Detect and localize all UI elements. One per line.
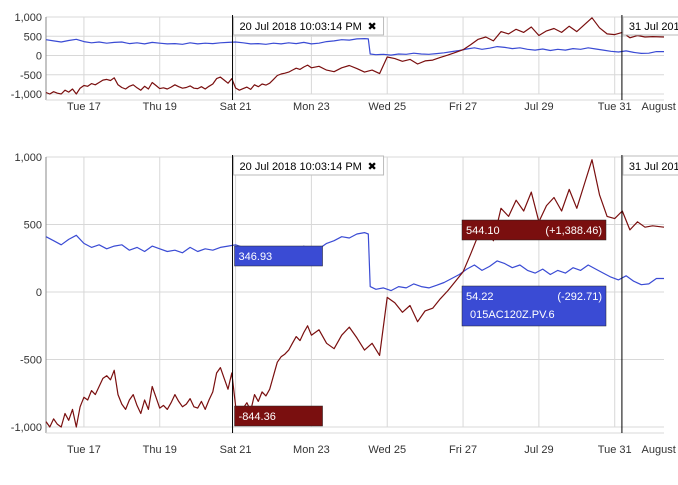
- cursor-timestamp-label: 31 Jul 2018 04:32:25 AM: [629, 21, 678, 33]
- readout-delta: (-292.71): [557, 291, 602, 303]
- x-tick-label: August: [642, 101, 676, 113]
- y-tick-label: 500: [24, 220, 42, 232]
- y-tick-label: 0: [36, 51, 42, 63]
- detail-y-axis: 1,000 500 0 -500 -1,000: [11, 152, 42, 434]
- overview-series: [45, 17, 665, 95]
- detail-series: [45, 159, 665, 428]
- y-tick-label: 0: [36, 287, 42, 299]
- x-tick-label: Wed 25: [368, 444, 406, 456]
- x-tick-label: August: [642, 444, 676, 456]
- x-tick-label: Sat 21: [220, 444, 252, 456]
- readout-box-blue: [234, 245, 323, 267]
- close-icon[interactable]: ✖: [368, 161, 377, 173]
- cursor-timestamp-box: [233, 155, 385, 176]
- cursor-timestamp-label: 20 Jul 2018 10:03:14 PM: [240, 161, 362, 173]
- detail-chart[interactable]: 1,000 500 0 -500 -1,000 Tue 17 Thu 19 Sat 21 Mo…: [11, 152, 678, 456]
- detail-cursors[interactable]: 20 Jul 2018 10:03:14 PM ✖ 31 Jul 2018 04:3…: [232, 155, 678, 433]
- cursor-timestamp-label: 31 Jul 2018 04:32:25 AM: [629, 161, 678, 173]
- readout-box-blue: [461, 285, 607, 327]
- overview-gridlines: [45, 16, 664, 101]
- readout-value: 544.10: [466, 225, 500, 237]
- series-line-red: [45, 17, 665, 95]
- x-tick-label: Tue 17: [67, 101, 101, 113]
- y-tick-label: 1,000: [14, 152, 42, 164]
- x-tick-label: Tue 17: [67, 444, 101, 456]
- detail-x-axis: Tue 17 Thu 19 Sat 21 Mon 23 Wed 25 Fri 27 Jul …: [67, 444, 676, 456]
- readout-value: 346.93: [239, 251, 273, 263]
- y-tick-label: -1,000: [11, 89, 42, 101]
- x-tick-label: Tue 31: [598, 444, 632, 456]
- y-tick-label: 1,000: [14, 12, 42, 24]
- x-tick-label: Thu 19: [143, 444, 177, 456]
- cursor-timestamp-label: 20 Jul 2018 10:03:14 PM: [240, 21, 362, 33]
- readout-box-red: [461, 219, 607, 241]
- y-tick-label: -500: [20, 70, 42, 82]
- x-tick-label: Sat 21: [220, 101, 252, 113]
- overview-x-axis: Tue 17 Thu 19 Sat 21 Mon 23 Wed 25 Fri 27 Jul …: [67, 101, 676, 113]
- x-tick-label: Thu 19: [143, 101, 177, 113]
- readout-box-red: [234, 405, 323, 427]
- close-icon[interactable]: ✖: [368, 21, 377, 33]
- x-tick-label: Mon 23: [293, 101, 330, 113]
- y-tick-label: 500: [24, 31, 42, 43]
- x-tick-label: Mon 23: [293, 444, 330, 456]
- x-tick-label: Jul 29: [524, 101, 553, 113]
- readout-series-name: 015AC120Z.PV.6: [470, 309, 555, 321]
- cursor-timestamp-box: [622, 155, 678, 176]
- readout-value: -844.36: [239, 411, 276, 423]
- readout-value: 54.22: [466, 291, 494, 303]
- x-tick-label: Wed 25: [368, 101, 406, 113]
- cursor-timestamp-box: [622, 16, 678, 36]
- series-line-blue: [45, 37, 664, 56]
- cursor-timestamp-box: [233, 16, 385, 36]
- x-tick-label: Tue 31: [598, 101, 632, 113]
- series-line-red: [45, 159, 665, 428]
- detail-readouts: 346.93 -844.36 544.10 (+1,388.46) 54.22 (-292…: [234, 219, 607, 427]
- x-tick-label: Jul 29: [524, 444, 553, 456]
- overview-y-axis: 1,000 500 0 -500 -1,000: [11, 12, 42, 101]
- overview-chart[interactable]: 1,000 500 0 -500 -1,000 Tue 17 Thu 19 Sat 21 Mo…: [11, 12, 678, 113]
- series-line-blue: [45, 232, 664, 292]
- readout-delta: (+1,388.46): [545, 225, 602, 237]
- y-tick-label: -1,000: [11, 422, 42, 434]
- x-tick-label: Fri 27: [449, 101, 477, 113]
- x-tick-label: Fri 27: [449, 444, 477, 456]
- overview-cursors[interactable]: 20 Jul 2018 10:03:14 PM ✖ 31 Jul 2018 04:3…: [232, 15, 678, 100]
- y-tick-label: -500: [20, 355, 42, 367]
